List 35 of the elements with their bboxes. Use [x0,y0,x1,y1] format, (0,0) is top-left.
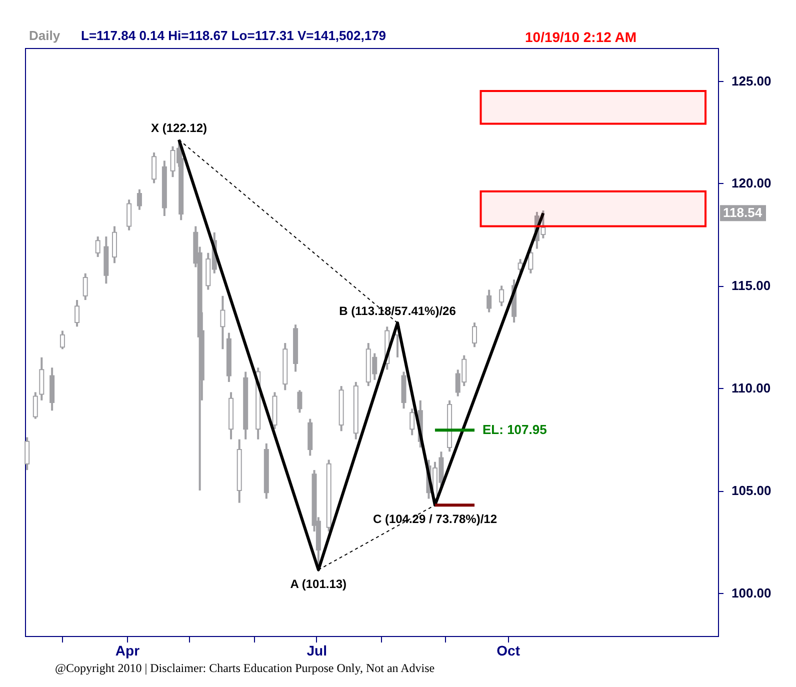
y-tick-label: 110.00 [732,380,771,396]
text: 118.54 [723,205,763,220]
candlestick [126,198,132,232]
candlestick [220,294,226,350]
annotation: C (104.29 / 73.78%)/12 [372,512,498,526]
annotation: X (122.12) [150,120,208,135]
x-tick-label: Oct [496,642,520,658]
text: 10/19/10 2:12 AM [525,29,637,45]
annotation: B (113.18/57.41%)/26 [339,304,456,318]
candlestick [472,322,478,348]
y-tick-label: 115.00 [732,278,771,294]
candlestick [528,248,534,274]
candlestick [24,436,30,472]
y-tick-label: 100.00 [732,585,772,600]
candlestick [499,284,504,308]
candlestick [486,288,492,314]
y-tick-label: 120.00 [732,176,772,191]
x-tick-label: Jul [306,642,327,658]
chart-subtitle: L=117.84 0.14 Hi=118.67 Lo=117.31 V=141,502,179 [81,28,386,43]
annotation: A (101.13) [290,576,347,591]
x-tick-label: Apr [115,642,140,658]
candlestick [410,408,415,436]
candlestick [74,299,80,328]
candlestick [32,391,38,420]
candlestick [152,151,157,184]
y-tick-label: 105.00 [732,483,772,498]
candlestick [136,188,142,211]
candlestick [60,330,65,350]
candlestick [82,272,88,301]
series-label: EL: 107.95 [482,422,547,438]
chart-title: Daily [29,28,61,43]
text: @Copyright 2010 | Disclaimer: Charts Education Purpose Only, Not an Advise [55,661,435,675]
candlestick [95,235,100,258]
candlestick [297,389,302,414]
y-tick-label: 125.00 [732,73,772,88]
